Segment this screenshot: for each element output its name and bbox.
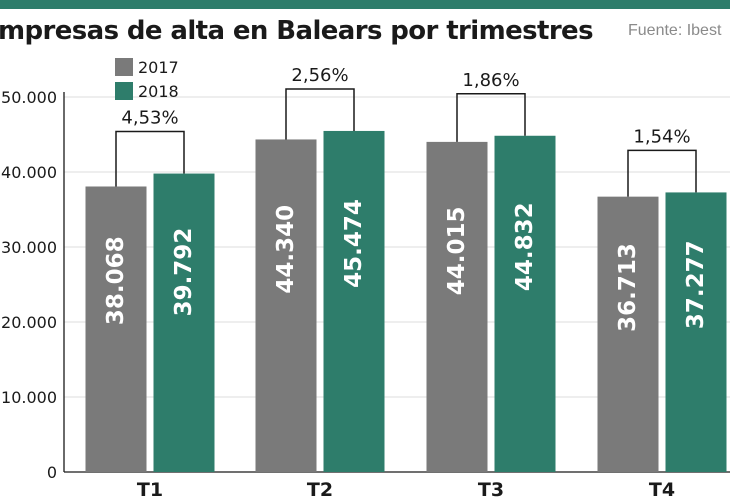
legend-swatch-2017	[115, 58, 133, 76]
growth-label: 4,53%	[121, 108, 178, 129]
legend-label: 2017	[138, 58, 179, 77]
bar-value-label: 44.340	[273, 205, 299, 294]
bar-2018-t3	[494, 135, 556, 472]
chart-title: mpresas de alta en Balears por trimestre…	[0, 16, 594, 46]
bar-value-label: 39.792	[171, 228, 197, 317]
bar-value-label: 36.713	[615, 243, 641, 332]
bar-value-label: 38.068	[103, 236, 129, 325]
growth-label: 2,56%	[291, 65, 348, 86]
legend-swatch-2018	[115, 82, 133, 100]
growth-bracket	[285, 88, 355, 140]
x-tick-label: T3	[478, 479, 504, 500]
growth-bracket	[627, 149, 697, 197]
growth-label: 1,86%	[462, 70, 519, 91]
growth-bracket	[456, 93, 526, 142]
y-tick-label: 50.000	[1, 88, 57, 107]
bar-value-label: 44.015	[444, 206, 470, 295]
y-tick-label: 0	[47, 463, 57, 482]
bar-value-label: 37.277	[683, 240, 709, 329]
top-rule	[0, 0, 730, 9]
x-tick-label: T2	[307, 479, 333, 500]
bar-2018-t2	[323, 130, 385, 472]
y-tick-label: 30.000	[1, 238, 57, 257]
bar-2017-t1	[85, 186, 147, 473]
bar-2018-t4	[665, 192, 727, 473]
y-tick-label: 20.000	[1, 313, 57, 332]
growth-bracket	[115, 130, 185, 187]
growth-label: 1,54%	[633, 126, 690, 147]
y-tick-label: 10.000	[1, 388, 57, 407]
bar-2018-t1	[153, 173, 215, 472]
bar-2017-t2	[255, 139, 317, 472]
bar-2017-t3	[426, 141, 488, 472]
legend-label: 2018	[138, 82, 179, 101]
bar-2017-t4	[597, 196, 659, 472]
x-tick-label: T1	[137, 479, 163, 500]
bar-value-label: 45.474	[341, 199, 367, 288]
y-tick-label: 40.000	[1, 163, 57, 182]
x-tick-label: T4	[649, 479, 675, 500]
source-note: Fuente: Ibest	[628, 22, 722, 39]
bar-value-label: 44.832	[512, 202, 538, 291]
